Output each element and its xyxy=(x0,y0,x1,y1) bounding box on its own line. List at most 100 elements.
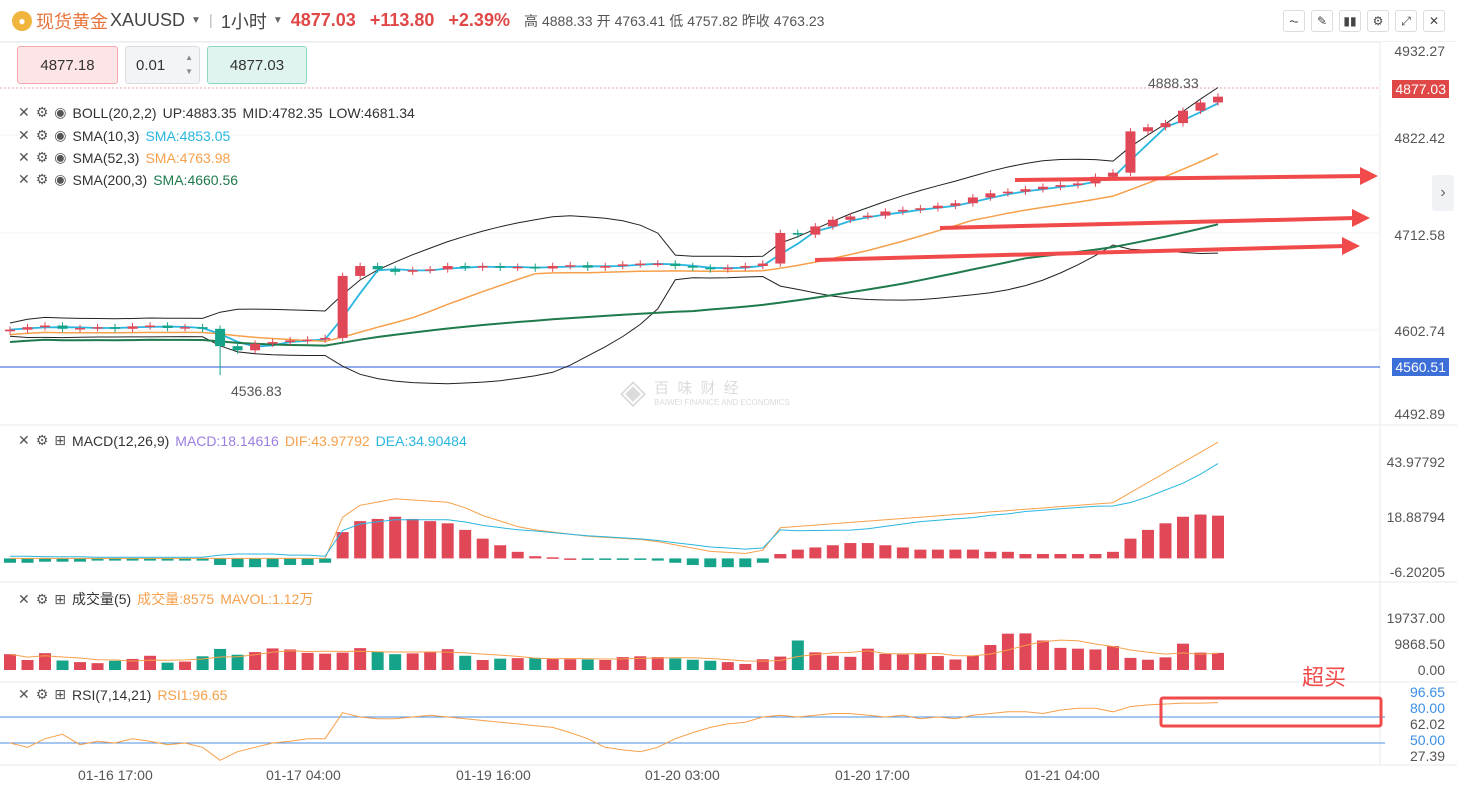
candle-body xyxy=(372,266,383,270)
settings-icon[interactable]: ⚙ xyxy=(35,590,49,607)
volume-bar xyxy=(1176,643,1189,670)
candle-type-icon[interactable]: ▮▮ xyxy=(1339,10,1361,32)
expand-panel-chevron-icon[interactable]: › xyxy=(1432,175,1454,211)
close-icon[interactable]: ✕ xyxy=(18,149,30,165)
volume-bar xyxy=(914,653,927,670)
interval-select[interactable]: 1小时 xyxy=(220,11,267,32)
candle-body xyxy=(460,266,471,268)
fullscreen-icon[interactable]: ⤢ xyxy=(1395,10,1417,32)
arrow-head-icon xyxy=(1342,237,1360,255)
sma52-value: SMA:4763.98 xyxy=(145,149,231,166)
candle-body xyxy=(845,216,856,220)
price-change: +113.80 xyxy=(369,10,435,30)
rsi-tick: 27.39 xyxy=(1409,748,1445,764)
volume-bar xyxy=(686,659,699,670)
volume-bar xyxy=(879,653,892,670)
symbol-dropdown-icon[interactable]: ▼ xyxy=(191,15,201,26)
draw-icon[interactable]: ✎ xyxy=(1311,10,1333,32)
volume-bar xyxy=(756,659,769,670)
macd-bar xyxy=(1141,529,1154,559)
close-icon[interactable]: ✕ xyxy=(18,590,30,607)
candle-body xyxy=(705,267,716,270)
expand-icon[interactable]: ⊞ xyxy=(54,432,67,448)
arrow-head-icon xyxy=(1352,209,1370,227)
sell-price-button[interactable]: 4877.18 xyxy=(17,46,118,84)
eye-icon[interactable]: ◉ xyxy=(54,171,67,187)
close-icon[interactable]: ✕ xyxy=(1423,10,1445,32)
mavol-value: MAVOL:1.12万 xyxy=(220,591,314,607)
quantity-stepper[interactable]: 0.01 ▲ ▼ xyxy=(125,46,200,84)
sma200-value: SMA:4660.56 xyxy=(153,171,239,188)
volume-bar xyxy=(581,659,594,670)
settings-icon[interactable]: ⚙ xyxy=(35,149,49,165)
macd-bar xyxy=(756,558,769,563)
volume-bar xyxy=(791,640,804,670)
settings-icon[interactable]: ⚙ xyxy=(35,104,49,120)
macd-bar xyxy=(546,557,559,559)
volume-bar xyxy=(721,662,734,670)
macd-bar xyxy=(949,549,962,559)
expand-icon[interactable]: ⊞ xyxy=(54,686,67,702)
volume-bar xyxy=(424,652,437,670)
buy-price-button[interactable]: 4877.03 xyxy=(207,46,307,84)
indicator-icon[interactable]: ⏦ xyxy=(1283,10,1305,32)
interval-dropdown-icon[interactable]: ▼ xyxy=(272,15,283,26)
candle-body xyxy=(355,266,366,276)
macd-legend: ✕ ⚙ ⊞ MACD(12,26,9) MACD:18.14616 DIF:43.9779… xyxy=(18,432,467,449)
candle-body xyxy=(1160,123,1171,128)
symbol[interactable]: XAUUSD xyxy=(110,10,186,30)
overbought-highlight-box xyxy=(1159,696,1383,728)
sma200-line xyxy=(9,223,1219,347)
candle-body xyxy=(652,263,663,266)
settings-icon[interactable]: ⚙ xyxy=(1367,10,1389,32)
macd-bar xyxy=(39,558,52,562)
close-icon[interactable]: ✕ xyxy=(18,171,30,187)
candle-body xyxy=(792,232,803,235)
macd-bar xyxy=(109,558,122,561)
last-price: 4877.03 xyxy=(290,10,356,30)
expand-icon[interactable]: ⊞ xyxy=(54,590,67,607)
close-icon[interactable]: ✕ xyxy=(18,686,30,702)
candle-body xyxy=(110,327,121,329)
volume-bar xyxy=(21,659,34,670)
volume-bar xyxy=(336,652,349,670)
macd-bar xyxy=(301,558,314,565)
candle-body xyxy=(757,263,768,267)
macd-bar xyxy=(809,547,822,559)
close-icon[interactable]: ✕ xyxy=(18,432,30,448)
candle-body xyxy=(180,327,191,329)
candle-body xyxy=(950,203,961,206)
time-tick: 01-20 17:00 xyxy=(835,767,910,783)
price-tick: 4602.74 xyxy=(1394,323,1445,339)
candle-body xyxy=(740,266,751,268)
watermark-logo-icon: ◈ xyxy=(620,373,647,411)
settings-icon[interactable]: ⚙ xyxy=(35,127,49,143)
volume-bar xyxy=(231,654,244,670)
settings-icon[interactable]: ⚙ xyxy=(35,432,49,448)
macd-bar xyxy=(739,558,752,568)
settings-icon[interactable]: ⚙ xyxy=(35,171,49,187)
volume-bar xyxy=(1194,652,1207,670)
settings-icon[interactable]: ⚙ xyxy=(35,686,49,702)
gold-logo-icon: ● xyxy=(12,10,32,31)
volume-bar xyxy=(1054,647,1067,670)
candle-body xyxy=(1142,127,1153,132)
close-icon[interactable]: ✕ xyxy=(18,127,30,143)
price-tick: 4712.58 xyxy=(1394,227,1445,243)
close-icon[interactable]: ✕ xyxy=(18,104,30,120)
candle-body xyxy=(967,197,978,204)
candle-body xyxy=(1177,110,1188,124)
instrument-name[interactable]: 现货黄金 xyxy=(36,11,108,32)
eye-icon[interactable]: ◉ xyxy=(54,104,67,120)
volume-value: 成交量:8575 xyxy=(137,591,215,607)
macd-bar xyxy=(861,543,874,559)
candle-body xyxy=(267,342,278,344)
stepper-arrows-icon[interactable]: ▲ ▼ xyxy=(185,53,193,76)
macd-bar xyxy=(389,516,402,559)
time-tick: 01-19 16:00 xyxy=(456,767,531,783)
eye-icon[interactable]: ◉ xyxy=(54,127,67,143)
macd-name: MACD(12,26,9) xyxy=(72,432,170,449)
eye-icon[interactable]: ◉ xyxy=(54,149,67,165)
macd-bar xyxy=(214,558,227,565)
